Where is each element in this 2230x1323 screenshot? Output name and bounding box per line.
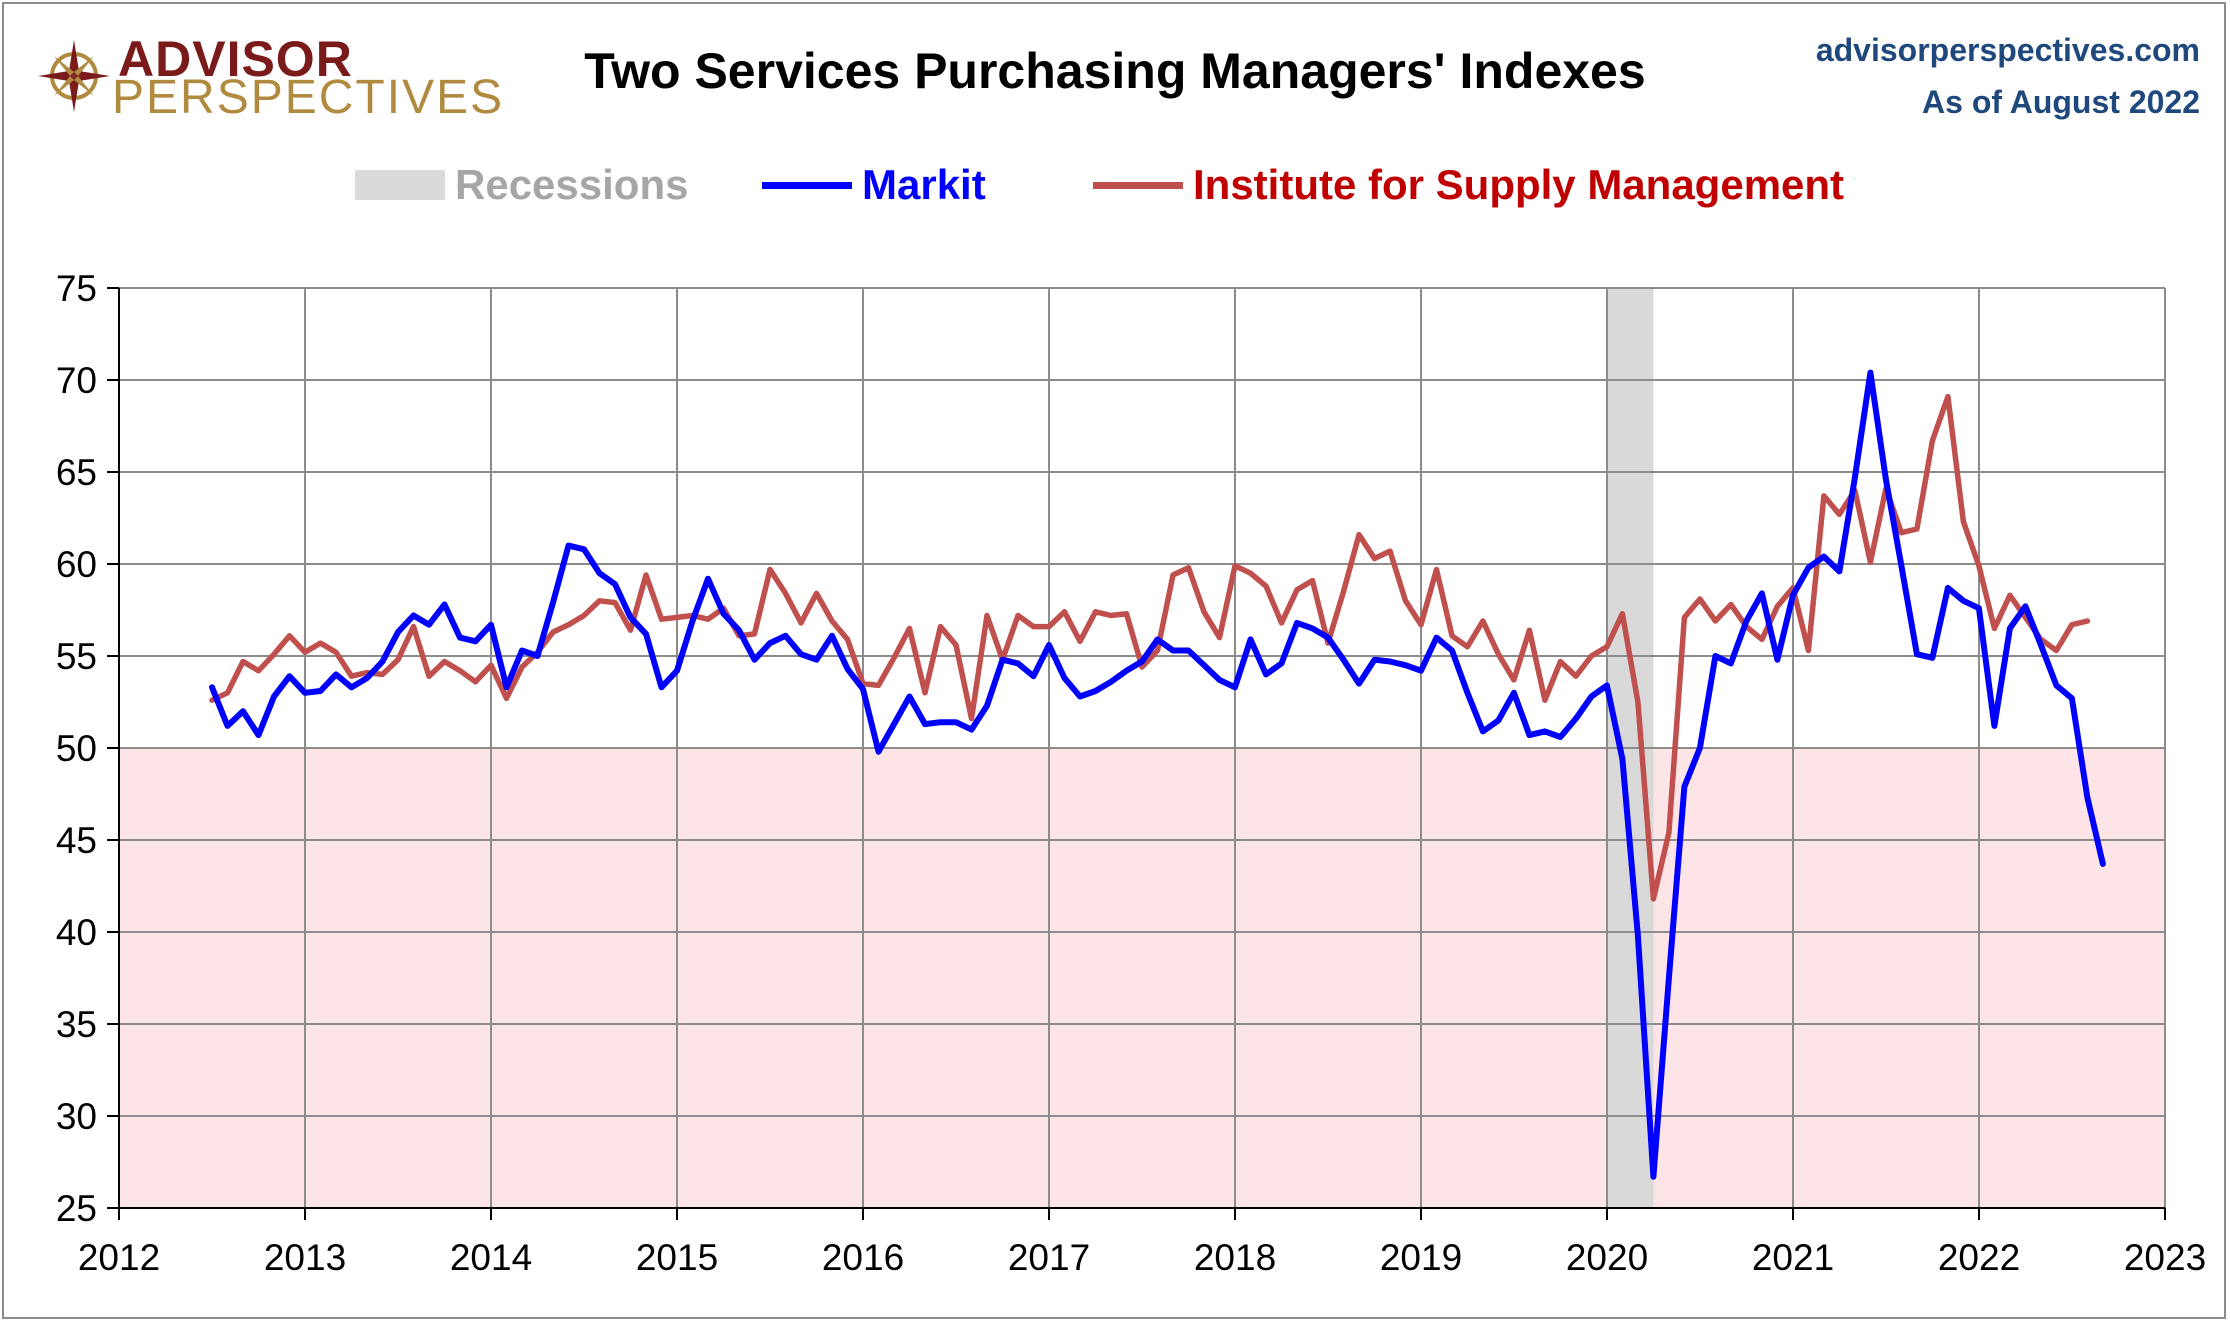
y-tick-label: 30 — [56, 1096, 97, 1137]
site-url[interactable]: advisorperspectives.com — [1815, 32, 2200, 68]
x-tick-label: 2018 — [1194, 1237, 1276, 1278]
x-tick-label: 2016 — [822, 1237, 904, 1278]
legend-label-recessions: Recessions — [455, 161, 689, 208]
legend-swatch-recessions — [355, 170, 445, 200]
legend-swatch-ism — [1093, 181, 1183, 189]
x-tick-label: 2012 — [78, 1237, 160, 1278]
legend-item-ism: Institute for Supply Management — [1093, 160, 1844, 210]
y-tick-label: 40 — [56, 912, 97, 953]
contraction-zone — [119, 748, 2165, 1208]
y-tick-label: 60 — [56, 544, 97, 585]
y-tick-label: 50 — [56, 728, 97, 769]
x-tick-label: 2020 — [1566, 1237, 1648, 1278]
x-tick-label: 2022 — [1938, 1237, 2020, 1278]
y-tick-label: 70 — [56, 360, 97, 401]
legend-label-markit: Markit — [862, 161, 986, 208]
legend-item-recessions: Recessions — [355, 160, 688, 210]
site-info: advisorperspectives.com As of August 202… — [1816, 24, 2200, 128]
series-line-ism — [209, 393, 2091, 902]
legend-item-markit: Markit — [762, 160, 986, 210]
x-tick-label: 2015 — [636, 1237, 718, 1278]
x-tick-label: 2017 — [1008, 1237, 1090, 1278]
x-tick-label: 2021 — [1752, 1237, 1834, 1278]
x-tick-label: 2019 — [1380, 1237, 1462, 1278]
y-tick-label: 45 — [56, 820, 97, 861]
x-tick-label: 2014 — [450, 1237, 532, 1278]
y-tick-label: 55 — [56, 636, 97, 677]
y-tick-label: 65 — [56, 452, 97, 493]
x-tick-label: 2023 — [2124, 1237, 2206, 1278]
x-tick-label: 2013 — [264, 1237, 346, 1278]
y-tick-label: 25 — [56, 1188, 97, 1229]
y-tick-label: 35 — [56, 1004, 97, 1045]
legend-label-ism: Institute for Supply Management — [1193, 161, 1845, 208]
y-tick-label: 75 — [56, 268, 97, 309]
logo-word-advisor: ADVISOR — [118, 31, 353, 87]
chart-title: Two Services Purchasing Managers' Indexe… — [584, 43, 1646, 99]
legend: Recessions Markit Institute for Supply M… — [0, 160, 2230, 210]
series-line-markit — [209, 369, 2106, 1180]
compass-rose-icon — [38, 40, 110, 112]
legend-swatch-markit — [762, 181, 852, 189]
advisor-perspectives-logo: ADVISOR PERSPECTIVES — [34, 30, 502, 124]
logo-word-perspectives: PERSPECTIVES — [112, 71, 505, 124]
as-of-date: As of August 2022 — [1922, 84, 2200, 120]
